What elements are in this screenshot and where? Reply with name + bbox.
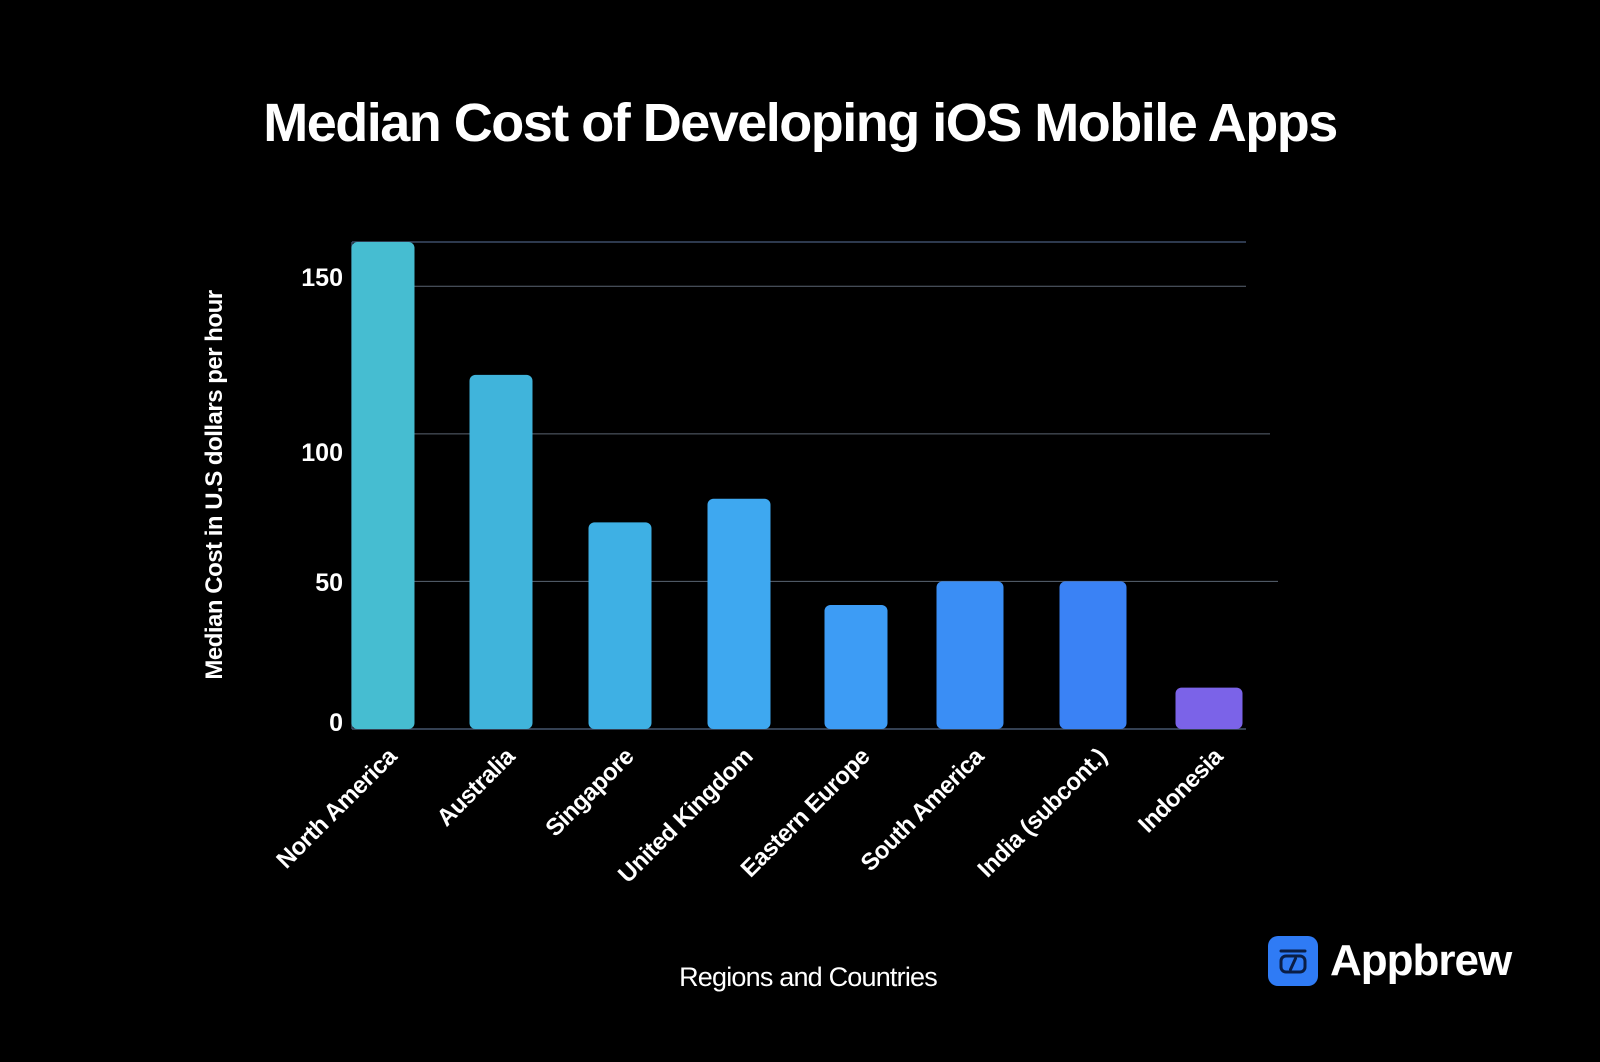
bar (469, 374, 533, 729)
x-tick-label: Singapore (540, 743, 639, 842)
x-tick-label: North America (271, 742, 403, 874)
x-tick-label: Australia (432, 742, 521, 831)
bar (824, 605, 888, 729)
y-tick-label: 150 (301, 264, 343, 292)
x-tick-label: Indonesia (1133, 742, 1229, 838)
bar (1175, 687, 1243, 729)
code-bracket-icon (1268, 936, 1318, 986)
bar (351, 242, 415, 729)
y-tick-label: 100 (301, 439, 343, 467)
y-axis-label: Median Cost in U.S dollars per hour (201, 290, 228, 680)
bar (707, 498, 771, 729)
bar (588, 522, 652, 729)
brand-logo: Appbrew (1268, 936, 1512, 986)
y-tick-label: 0 (329, 709, 343, 737)
bar (1059, 581, 1127, 729)
x-tick-label: India (subcont.) (972, 743, 1112, 883)
x-tick-label: South America (856, 742, 990, 876)
x-tick-label: Eastern Europe (736, 743, 876, 883)
x-axis-label: Regions and Countries (679, 962, 938, 992)
bar (936, 581, 1004, 729)
brand-name: Appbrew (1330, 936, 1512, 985)
y-tick-label: 50 (315, 569, 343, 597)
chart-title: Median Cost of Developing iOS Mobile App… (263, 93, 1338, 153)
